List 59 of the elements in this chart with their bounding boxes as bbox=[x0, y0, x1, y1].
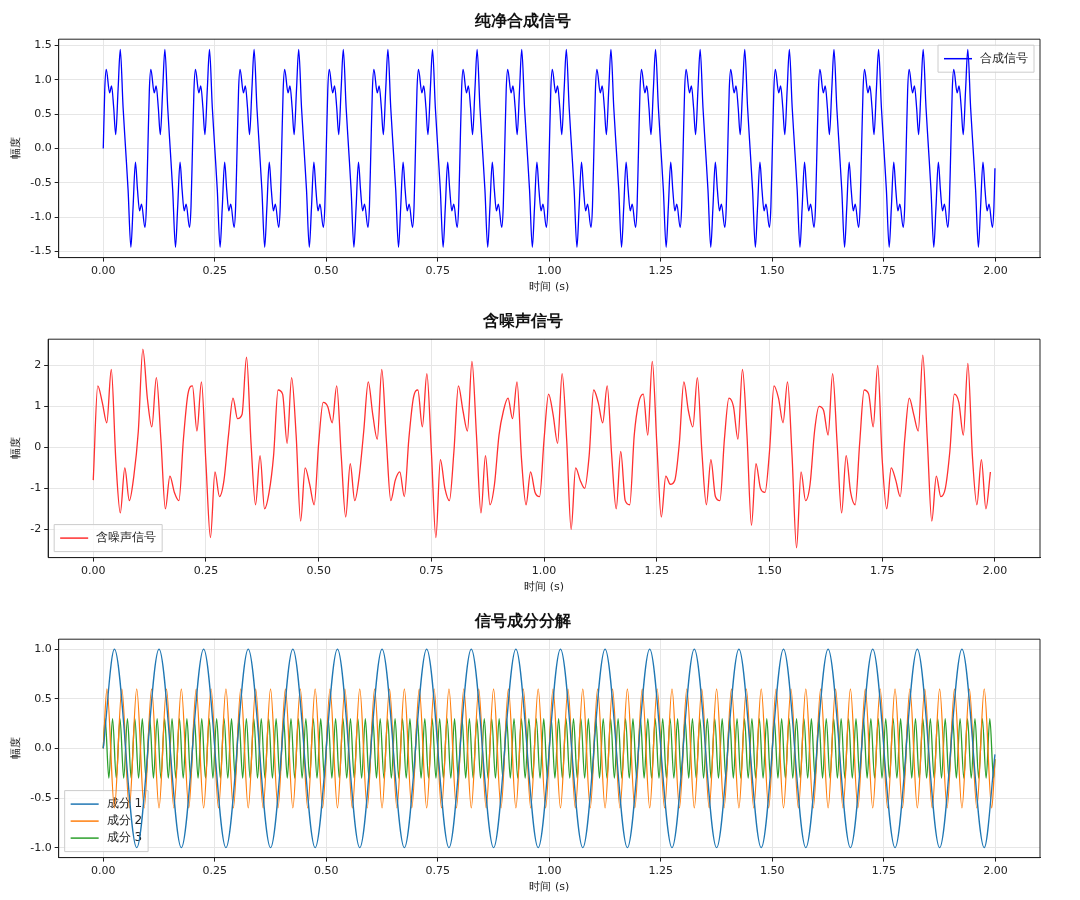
x-tick-label: 1.75 bbox=[869, 564, 895, 578]
y-tick-label: -1.0 bbox=[30, 209, 52, 223]
y-tick-label: 0.5 bbox=[34, 691, 52, 705]
x-tick-label: 1.50 bbox=[760, 264, 785, 278]
chart-title: 含噪声信号 bbox=[482, 310, 563, 330]
x-tick-label: 1.50 bbox=[757, 564, 782, 578]
x-tick-label: 0.00 bbox=[91, 864, 116, 878]
x-tick-label: 1.00 bbox=[531, 564, 557, 578]
y-axis-title: 幅度 bbox=[9, 437, 23, 460]
y-axis-title: 幅度 bbox=[9, 737, 23, 760]
y-tick-label: 0.5 bbox=[34, 106, 52, 120]
y-tick-label: 1 bbox=[34, 399, 42, 413]
x-tick-label: 1.25 bbox=[648, 864, 674, 878]
y-tick-label: 1.0 bbox=[34, 72, 52, 86]
x-tick-label: 1.25 bbox=[644, 564, 670, 578]
x-tick-label: 0.25 bbox=[202, 264, 228, 278]
y-tick-label: -1.0 bbox=[30, 840, 52, 854]
y-tick-label: 0.0 bbox=[34, 141, 52, 155]
legend-label: 含噪声信号 bbox=[96, 530, 157, 545]
legend-label: 合成信号 bbox=[980, 50, 1028, 65]
y-tick-label: 1.5 bbox=[34, 38, 52, 52]
x-tick-label: 2.00 bbox=[982, 564, 1008, 578]
x-tick-label: 0.50 bbox=[314, 264, 339, 278]
chart-title: 信号成分分解 bbox=[474, 610, 571, 630]
line-series bbox=[102, 648, 996, 849]
legend-label: 成分 2 bbox=[106, 813, 143, 828]
y-tick-label: -1.5 bbox=[30, 244, 52, 258]
y-tick-label: 1.0 bbox=[34, 641, 52, 655]
x-tick-label: 2.00 bbox=[983, 864, 1008, 878]
y-axis-title: 幅度 bbox=[9, 137, 23, 160]
x-tick-label: 0.75 bbox=[425, 864, 451, 878]
chart-title: 纯净合成信号 bbox=[474, 10, 571, 30]
x-tick-label: 1.00 bbox=[537, 864, 562, 878]
x-tick-label: 0.50 bbox=[314, 864, 339, 878]
x-tick-label: 0.25 bbox=[193, 564, 219, 578]
y-tick-label: -0.5 bbox=[30, 790, 52, 804]
x-tick-label: 2.00 bbox=[983, 264, 1008, 278]
x-tick-label: 0.75 bbox=[425, 264, 451, 278]
x-tick-label: 0.00 bbox=[81, 564, 106, 578]
x-tick-label: 0.50 bbox=[306, 564, 331, 578]
y-tick-label: 0 bbox=[34, 440, 42, 454]
x-tick-label: 1.50 bbox=[760, 864, 785, 878]
x-axis-title: 时间 (s) bbox=[529, 280, 570, 294]
x-tick-label: 0.25 bbox=[202, 864, 228, 878]
x-axis-title: 时间 (s) bbox=[524, 580, 564, 594]
line-series bbox=[92, 348, 992, 549]
x-tick-label: 1.00 bbox=[537, 264, 562, 278]
x-tick-label: 1.25 bbox=[648, 264, 674, 278]
y-tick-label: 0.0 bbox=[34, 741, 52, 755]
x-tick-label: 0.75 bbox=[419, 564, 444, 578]
line-series bbox=[102, 688, 996, 809]
x-tick-label: 1.75 bbox=[871, 264, 897, 278]
y-tick-label: -0.5 bbox=[30, 175, 52, 189]
y-tick-label: -2 bbox=[30, 522, 42, 536]
x-tick-label: 0.00 bbox=[91, 264, 116, 278]
x-tick-label: 1.75 bbox=[871, 864, 897, 878]
y-tick-label: -1 bbox=[30, 481, 42, 495]
y-tick-label: 2 bbox=[34, 358, 42, 372]
x-axis-title: 时间 (s) bbox=[529, 880, 570, 894]
